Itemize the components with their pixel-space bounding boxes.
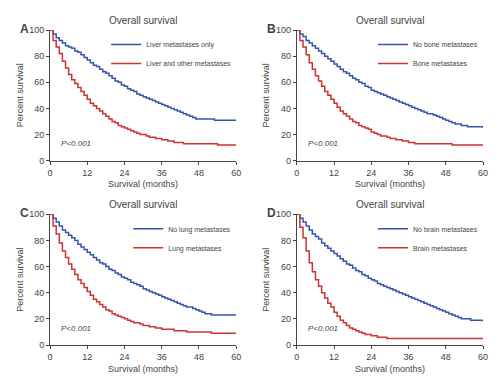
svg-text:C: C — [20, 206, 29, 220]
svg-text:100: 100 — [29, 209, 44, 219]
svg-text:Percent survival: Percent survival — [15, 63, 25, 127]
svg-text:Survival (months): Survival (months) — [355, 364, 425, 374]
svg-text:36: 36 — [404, 168, 414, 178]
svg-text:100: 100 — [276, 25, 291, 35]
svg-text:P<0.001: P<0.001 — [61, 324, 91, 333]
svg-text:20: 20 — [34, 130, 44, 140]
svg-text:Overall survival: Overall survival — [356, 199, 424, 210]
svg-text:Lung metastases: Lung metastases — [168, 245, 222, 253]
svg-text:80: 80 — [34, 236, 44, 246]
svg-text:0: 0 — [47, 168, 52, 178]
svg-text:36: 36 — [157, 352, 167, 362]
svg-text:Brain metastases: Brain metastases — [413, 245, 468, 252]
svg-text:60: 60 — [478, 352, 488, 362]
svg-text:60: 60 — [231, 168, 241, 178]
svg-text:48: 48 — [194, 352, 204, 362]
svg-text:60: 60 — [34, 262, 44, 272]
svg-text:60: 60 — [281, 262, 291, 272]
svg-text:36: 36 — [157, 168, 167, 178]
svg-text:24: 24 — [366, 168, 376, 178]
svg-text:Overall survival: Overall survival — [109, 15, 177, 26]
svg-text:No bone metastases: No bone metastases — [413, 41, 478, 48]
svg-text:0: 0 — [286, 156, 291, 166]
svg-text:Overall survival: Overall survival — [109, 199, 177, 210]
svg-text:80: 80 — [281, 51, 291, 61]
svg-text:80: 80 — [34, 51, 44, 61]
svg-text:D: D — [267, 206, 276, 220]
svg-text:Bone metastases: Bone metastases — [413, 60, 468, 67]
svg-text:48: 48 — [194, 168, 204, 178]
svg-text:12: 12 — [329, 352, 339, 362]
svg-text:Survival (months): Survival (months) — [355, 179, 425, 189]
svg-text:Percent survival: Percent survival — [15, 248, 25, 312]
svg-text:A: A — [20, 22, 29, 36]
svg-text:Liver metastases only: Liver metastases only — [146, 41, 214, 49]
svg-text:60: 60 — [281, 77, 291, 87]
svg-text:Percent survival: Percent survival — [261, 248, 271, 312]
svg-text:40: 40 — [281, 104, 291, 114]
svg-text:0: 0 — [47, 352, 52, 362]
svg-text:40: 40 — [34, 288, 44, 298]
svg-text:Survival (months): Survival (months) — [108, 179, 178, 189]
svg-text:12: 12 — [82, 168, 92, 178]
svg-text:Survival (months): Survival (months) — [108, 364, 178, 374]
svg-text:Liver and other metastases: Liver and other metastases — [146, 60, 231, 67]
svg-text:24: 24 — [119, 352, 129, 362]
svg-text:60: 60 — [34, 77, 44, 87]
svg-text:36: 36 — [404, 352, 414, 362]
svg-text:20: 20 — [281, 130, 291, 140]
svg-text:P<0.001: P<0.001 — [308, 139, 338, 148]
svg-text:No lung metastases: No lung metastases — [168, 226, 230, 234]
svg-text:80: 80 — [281, 236, 291, 246]
svg-text:P<0.001: P<0.001 — [61, 139, 91, 148]
svg-text:Percent survival: Percent survival — [261, 63, 271, 127]
svg-text:0: 0 — [286, 340, 291, 350]
svg-text:12: 12 — [82, 352, 92, 362]
svg-text:20: 20 — [34, 314, 44, 324]
svg-text:40: 40 — [281, 288, 291, 298]
svg-text:24: 24 — [366, 352, 376, 362]
svg-text:48: 48 — [441, 168, 451, 178]
svg-text:12: 12 — [329, 168, 339, 178]
svg-text:60: 60 — [478, 168, 488, 178]
svg-text:0: 0 — [294, 352, 299, 362]
svg-text:Overall survival: Overall survival — [356, 15, 424, 26]
svg-text:0: 0 — [294, 168, 299, 178]
svg-text:P<0.001: P<0.001 — [308, 324, 338, 333]
svg-text:B: B — [267, 22, 276, 36]
svg-text:24: 24 — [119, 168, 129, 178]
svg-text:100: 100 — [276, 209, 291, 219]
svg-text:No brain metastases: No brain metastases — [413, 226, 478, 233]
svg-text:0: 0 — [39, 340, 44, 350]
svg-text:60: 60 — [231, 352, 241, 362]
svg-text:48: 48 — [441, 352, 451, 362]
svg-text:40: 40 — [34, 104, 44, 114]
svg-text:20: 20 — [281, 314, 291, 324]
svg-text:100: 100 — [29, 25, 44, 35]
svg-text:0: 0 — [39, 156, 44, 166]
